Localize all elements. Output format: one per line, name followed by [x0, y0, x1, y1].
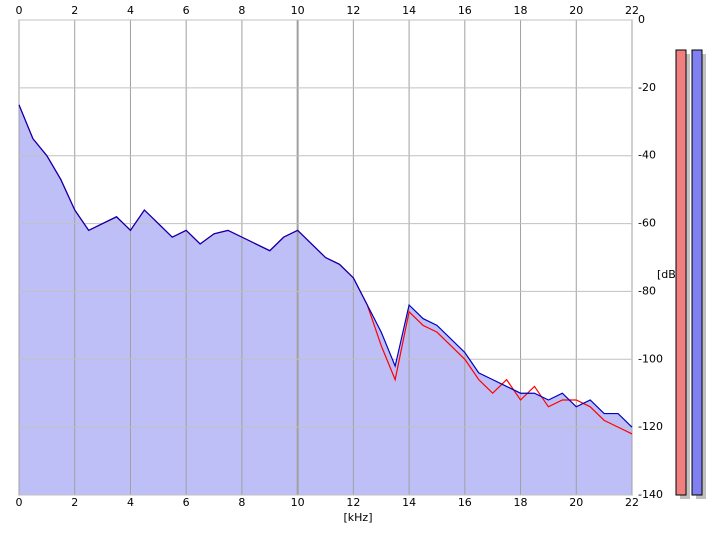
- x-tick-label: 6: [183, 496, 190, 509]
- series-line: [18, 104, 633, 428]
- plot: [18, 19, 633, 496]
- x-tick-label-top: 0: [16, 4, 23, 17]
- x-tick-label-top: 12: [346, 4, 360, 17]
- y-tick-label: -100: [638, 352, 663, 365]
- right-meter: [691, 49, 703, 496]
- x-tick-label: 22: [625, 496, 639, 509]
- x-axis-label: [kHz]: [344, 511, 373, 524]
- y-axis-label: [dB]: [657, 268, 680, 281]
- x-tick-label-top: 6: [183, 4, 190, 17]
- x-tick-label: 20: [569, 496, 583, 509]
- x-tick-label-top: 4: [127, 4, 134, 17]
- x-tick-label: 8: [238, 496, 245, 509]
- y-tick-label: -40: [638, 149, 656, 162]
- x-tick-label: 2: [71, 496, 78, 509]
- x-tick-label: 12: [346, 496, 360, 509]
- x-tick-label: 4: [127, 496, 134, 509]
- y-tick-label: -80: [638, 284, 656, 297]
- area: [19, 104, 632, 496]
- x-tick-label: 14: [402, 496, 416, 509]
- x-tick-label: 0: [16, 496, 23, 509]
- x-tick-label: 10: [291, 496, 305, 509]
- x-tick-label-top: 2: [71, 4, 78, 17]
- x-tick-label-top: 14: [402, 4, 416, 17]
- x-tick-label-top: 16: [458, 4, 472, 17]
- y-tick-label: -120: [638, 420, 663, 433]
- x-tick-label: 16: [458, 496, 472, 509]
- x-tick-label-top: 22: [625, 4, 639, 17]
- x-tick-label-top: 20: [569, 4, 583, 17]
- x-tick-label-top: 8: [238, 4, 245, 17]
- y-tick-label: -60: [638, 217, 656, 230]
- y-tick-label: 0: [638, 13, 645, 26]
- grid: [18, 19, 633, 496]
- x-tick-label: 18: [514, 496, 528, 509]
- x-tick-label-top: 10: [291, 4, 305, 17]
- x-tick-label-top: 18: [514, 4, 528, 17]
- y-tick-label: -20: [638, 81, 656, 94]
- y-tick-label: -140: [638, 488, 663, 501]
- left-meter: [675, 49, 687, 496]
